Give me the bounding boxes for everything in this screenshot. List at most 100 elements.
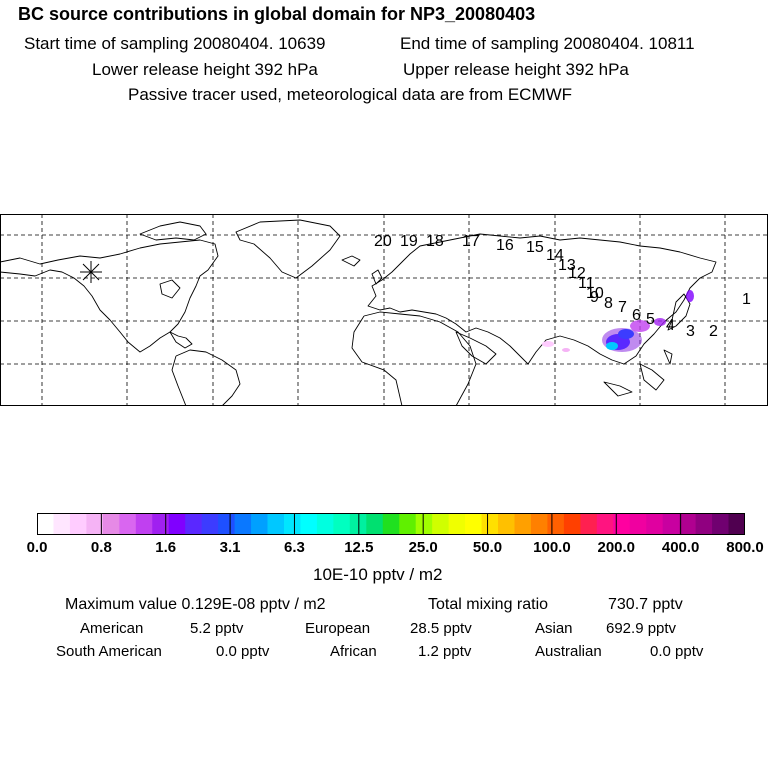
- trajectory-label: 5: [646, 311, 655, 328]
- upper-release-height: Upper release height 392 hPa: [403, 60, 629, 79]
- colorbar-cell: [300, 513, 318, 535]
- colorbar-tick-label: 0.0: [26, 539, 48, 556]
- trajectory-label: 11: [578, 275, 595, 292]
- colorbar-cell: [37, 513, 55, 535]
- colorbar-cell: [135, 513, 153, 535]
- map-title: BC source contributions in global domain…: [18, 4, 536, 24]
- total-value: 730.7 pptv: [608, 596, 683, 613]
- trajectory-label: 3: [686, 323, 695, 340]
- colorbar-tick-label: 0.8: [90, 539, 112, 556]
- end-time: End time of sampling 20080404. 10811: [400, 34, 695, 53]
- colorbar-cell: [283, 513, 302, 535]
- trajectory-label: 16: [496, 237, 514, 254]
- colorbar-cell: [218, 513, 236, 535]
- colorbar-cell: [547, 513, 565, 535]
- trajectory-label: 12: [568, 265, 586, 282]
- trajectory-label: 13: [558, 257, 576, 274]
- trajectory-label: 18: [426, 233, 444, 250]
- asian-hotspot: [542, 290, 694, 352]
- trajectory-label: 20: [374, 233, 392, 250]
- colorbar-cell: [498, 513, 516, 535]
- colorbar-cell: [646, 513, 664, 535]
- trajectory-label: 4: [666, 317, 675, 334]
- colorbar-cell: [613, 513, 631, 535]
- colorbar-cell: [119, 513, 137, 535]
- region-value: 1.2 pptv: [418, 643, 472, 660]
- colorbar-tick-label: 50.0: [472, 539, 503, 556]
- max-value: Maximum value 0.129E-08 pptv / m2: [65, 596, 326, 613]
- colorbar-cell: [629, 513, 647, 535]
- colorbar-cell: [530, 513, 549, 535]
- tracer-note: Passive tracer used, meteorological data…: [128, 85, 573, 104]
- colorbar-cell: [563, 513, 581, 535]
- colorbar-tick-label: 400.0: [661, 539, 700, 556]
- colorbar-cell: [53, 513, 71, 535]
- region-value: 5.2 pptv: [190, 620, 244, 637]
- region-name: European: [305, 620, 371, 637]
- trajectory-label: 1: [742, 291, 751, 308]
- coastlines: [0, 219, 717, 406]
- colorbar-tick-label: 100.0: [533, 539, 571, 556]
- colorbar-cell: [399, 513, 417, 535]
- colorbar-cell: [679, 513, 697, 535]
- lower-release-height: Lower release height 392 hPa: [92, 60, 318, 79]
- colorbar-cell: [712, 513, 730, 535]
- trajectory-label: 10: [586, 285, 604, 302]
- colorbar-cell: [316, 513, 334, 535]
- region-name: African: [330, 643, 377, 660]
- colorbar-cell: [234, 513, 252, 535]
- region-value: 692.9 pptv: [606, 620, 677, 637]
- trajectory-label: 15: [526, 239, 544, 256]
- colorbar-cell: [662, 513, 680, 535]
- region-name: American: [80, 620, 144, 637]
- colorbar-cell: [185, 513, 203, 535]
- colorbar-cell: [465, 513, 483, 535]
- region-value: 0.0 pptv: [650, 643, 704, 660]
- colorbar-cell: [514, 513, 532, 535]
- colorbar-cell: [168, 513, 186, 535]
- trajectory-label: 14: [546, 247, 564, 264]
- colorbar-cell: [69, 513, 87, 535]
- start-time: Start time of sampling 20080404. 10639: [24, 34, 326, 53]
- trajectory-label: 7: [618, 299, 627, 316]
- trajectory-label: 2: [709, 323, 718, 340]
- colorbar-cell: [580, 513, 598, 535]
- colorbar-tick-label: 200.0: [597, 539, 636, 556]
- colorbar-tick-label: 12.5: [344, 539, 374, 556]
- region-name: Asian: [535, 620, 573, 637]
- colorbar: [37, 513, 745, 535]
- colorbar-cell: [432, 513, 450, 535]
- colorbar-tick-label: 6.3: [284, 539, 305, 556]
- trajectory-label: 17: [462, 233, 480, 250]
- colorbar-cell: [201, 513, 219, 535]
- colorbar-tick-label: 1.6: [155, 539, 177, 556]
- colorbar-cell: [102, 513, 120, 535]
- colorbar-cell: [333, 513, 351, 535]
- region-value: 28.5 pptv: [410, 620, 472, 637]
- trajectory-label: 6: [632, 307, 641, 324]
- colorbar-tick-label: 800.0: [726, 539, 764, 556]
- colorbar-cell: [695, 513, 713, 535]
- colorbar-cell: [596, 513, 614, 535]
- trajectory-label: 8: [604, 295, 613, 312]
- colorbar-cell: [86, 513, 104, 535]
- trajectory-label: 19: [400, 233, 418, 250]
- colorbar-cell: [448, 513, 466, 535]
- colorbar-cell: [267, 513, 285, 535]
- trajectory-label: 9: [590, 289, 599, 306]
- colorbar-cell: [481, 513, 499, 535]
- colorbar-tick-label: 25.0: [408, 539, 438, 556]
- colorbar-cell: [415, 513, 433, 535]
- colorbar-cell: [728, 513, 745, 535]
- colorbar-tick-label: 3.1: [219, 539, 241, 556]
- colorbar-cell: [251, 513, 269, 535]
- region-value: 0.0 pptv: [216, 643, 270, 660]
- colorbar-cell: [152, 513, 170, 535]
- receptor-marker: [80, 261, 102, 283]
- total-label: Total mixing ratio: [428, 596, 549, 613]
- colorbar-cell: [366, 513, 384, 535]
- region-name: Australian: [535, 643, 602, 660]
- colorbar-cell: [382, 513, 400, 535]
